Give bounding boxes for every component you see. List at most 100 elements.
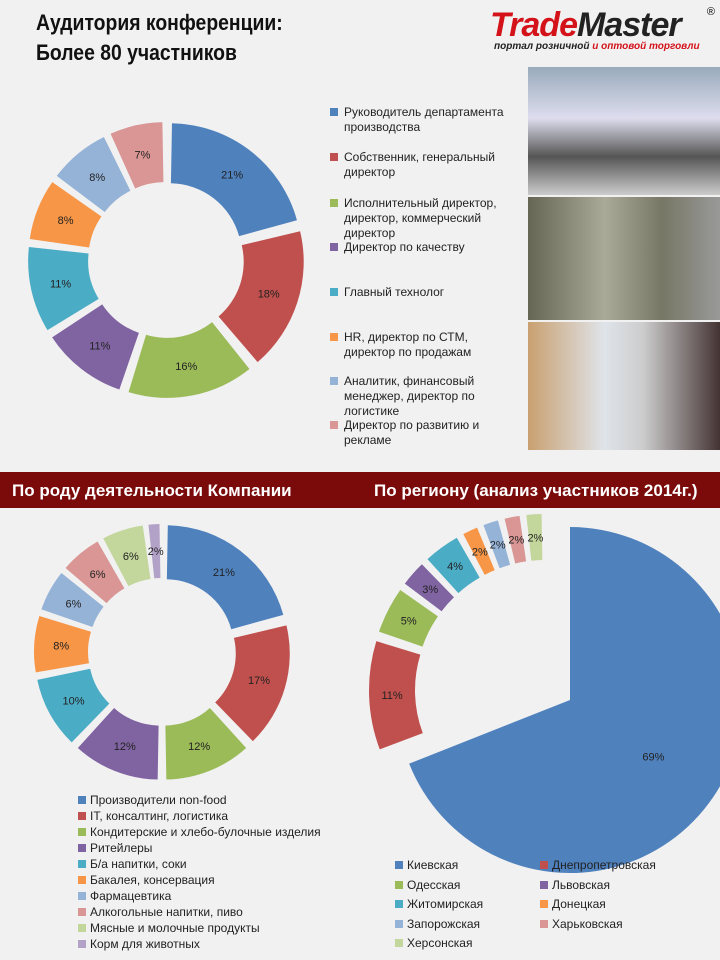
legend-label: Фармацевтика (90, 889, 172, 903)
chart1-slice-6 (29, 182, 102, 248)
chart2-slice-9 (103, 525, 151, 587)
chart3-legend-item: Житомирская (395, 897, 483, 912)
chart2-data-label: 6% (66, 598, 82, 610)
legend-label: Директор по развитию и рекламе (344, 418, 480, 447)
chart3-slice-8 (504, 515, 527, 564)
chart3-data-label: 2% (472, 547, 488, 559)
chart2-data-label: 12% (114, 741, 136, 753)
chart1-legend-item: HR, директор по СТМ, директор по продажа… (330, 330, 519, 360)
chart3-data-label: 2% (490, 539, 506, 551)
legend-swatch (78, 892, 86, 900)
legend-label: HR, директор по СТМ, директор по продажа… (344, 330, 472, 359)
legend-label: Львовская (552, 877, 610, 892)
chart1-slice-3 (128, 322, 250, 398)
chart3-data-label: 69% (642, 752, 664, 764)
chart2-data-label: 6% (123, 551, 139, 563)
chart1-legend-item: Главный технолог (330, 285, 519, 300)
legend-label: Мясные и молочные продукты (90, 921, 260, 935)
legend-label: Руководитель департамента производства (344, 105, 504, 134)
chart2-data-label: 2% (148, 546, 164, 558)
legend-swatch (395, 861, 403, 869)
legend-label: Запорожская (407, 916, 481, 931)
chart2-slice-1 (166, 525, 284, 630)
chart2-legend-item: Кондитерские и хлебо-булочные изделия (78, 825, 321, 840)
chart3-slice-1 (409, 527, 720, 873)
chart2-legend-item: Б/а напитки, соки (78, 857, 187, 872)
legend-label: Директор по качеству (344, 240, 465, 254)
chart3-legend-item: Донецкая (540, 897, 606, 912)
legend-label: Собственник, генеральный директор (344, 150, 496, 179)
legend-swatch (330, 377, 338, 385)
legend-swatch (78, 924, 86, 932)
chart1-slice-1 (170, 123, 297, 237)
banner-right-title: По региону (анализ участников 2014г.) (374, 481, 698, 500)
chart2-slice-6 (34, 615, 91, 673)
chart1-data-label: 16% (175, 361, 197, 373)
legend-swatch (78, 908, 86, 916)
legend-label: Бакалея, консервация (90, 873, 215, 887)
chart1-slice-8 (110, 122, 164, 189)
chart3-legend-item: Одесская (395, 878, 460, 893)
legend-swatch (395, 939, 403, 947)
chart1-data-label: 18% (258, 288, 280, 300)
chart1-slice-7 (56, 136, 131, 213)
chart2-data-label: 6% (90, 569, 106, 581)
page-title: Аудитория конференции: Более 80 участнико… (36, 10, 283, 65)
chart1-legend-item: Собственник, генеральный директор (330, 150, 519, 180)
chart2-legend-item: Бакалея, консервация (78, 873, 215, 888)
legend-swatch (78, 812, 86, 820)
chart3-slice-6 (463, 527, 495, 575)
legend-swatch (78, 828, 86, 836)
legend-label: Кондитерские и хлебо-булочные изделия (90, 825, 321, 839)
chart2-legend-item: IT, консалтинг, логистика (78, 809, 228, 824)
chart1-data-label: 8% (58, 215, 74, 227)
chart3-data-label: 5% (401, 616, 417, 628)
section-banner: По роду деятельности Компании По региону… (0, 472, 720, 508)
legend-label: Киевская (407, 858, 459, 872)
chart1-slice-4 (52, 304, 139, 390)
legend-swatch (540, 919, 548, 928)
chart2-data-label: 17% (248, 675, 270, 687)
chart3-legend-item: Херсонская (395, 936, 472, 951)
legend-swatch (540, 900, 548, 908)
chart1-legend-item: Директор по качеству (330, 240, 519, 255)
chart3-data-label: 11% (381, 690, 402, 702)
legend-swatch (330, 108, 338, 116)
legend-label: Алкогольные напитки, пиво (90, 905, 243, 919)
trademaster-logo: ® TradeMaster портал розничной и оптовой… (490, 6, 715, 52)
legend-swatch (330, 153, 338, 161)
chart3-legend-item: Киевская (395, 858, 458, 873)
chart1-data-label: 21% (221, 170, 243, 182)
chart2-data-label: 21% (213, 567, 235, 579)
chart3-slice-2 (369, 641, 423, 750)
legend-label: Житомирская (407, 897, 484, 911)
legend-label: IT, консалтинг, логистика (90, 809, 229, 823)
legend-swatch (330, 243, 338, 251)
chart1-legend-item: Директор по развитию и рекламе (330, 418, 519, 448)
chart1-slice-5 (28, 247, 99, 331)
chart3-slice-7 (483, 520, 511, 569)
legend-label: Исполнительный директор, директор, комме… (344, 196, 497, 240)
chart2-legend-item: Мясные и молочные продукты (78, 921, 260, 936)
chart2-legend-item: Корм для животных (78, 937, 200, 952)
conference-photo-3 (528, 322, 720, 450)
chart3-slice-4 (404, 564, 454, 612)
legend-swatch (330, 333, 338, 341)
legend-label: Корм для животных (90, 937, 200, 951)
chart1-data-label: 8% (89, 172, 105, 184)
chart2-data-label: 8% (53, 641, 69, 653)
legend-label: Донецкая (552, 897, 606, 911)
legend-label: Херсонская (407, 936, 473, 950)
chart1-data-label: 11% (50, 279, 71, 291)
legend-swatch (78, 844, 86, 852)
legend-swatch (78, 860, 86, 868)
chart1-legend-item: Руководитель департамента производства (330, 105, 519, 135)
legend-swatch (330, 288, 338, 296)
conference-photo-2 (528, 197, 720, 320)
chart3-slice-9 (526, 514, 543, 561)
chart3-slice-5 (427, 537, 480, 594)
chart3-data-label: 2% (508, 535, 524, 547)
chart1-slice-2 (218, 231, 304, 363)
legend-label: Одесская (407, 877, 461, 892)
chart2-slice-4 (77, 707, 159, 780)
